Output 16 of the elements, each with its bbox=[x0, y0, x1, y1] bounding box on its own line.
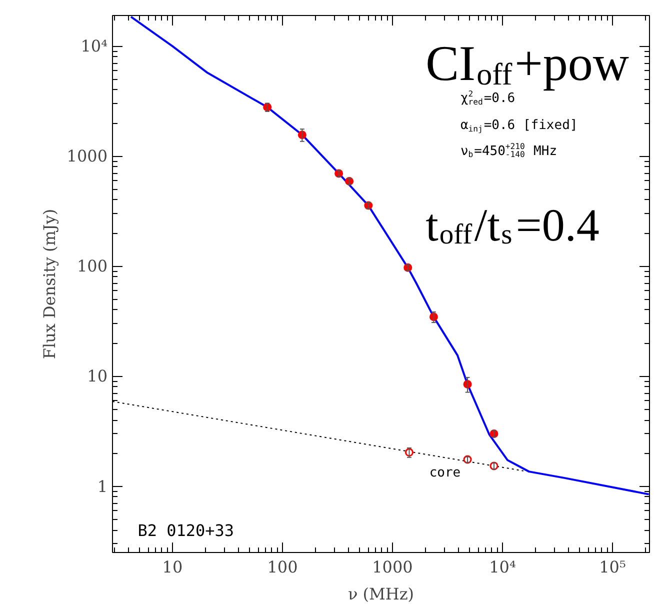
x-tick-label: 10⁵ bbox=[599, 558, 626, 576]
annotation: B2 0120+33 bbox=[138, 520, 234, 540]
y-tick-label: 1000 bbox=[66, 146, 108, 166]
y-tick-label: 1 bbox=[97, 476, 108, 496]
x-tick-label: 1000 bbox=[372, 558, 413, 576]
x-tick-label: 10 bbox=[162, 558, 183, 576]
annotation: core bbox=[429, 466, 461, 481]
annotation: toff/ts=0.4 bbox=[426, 199, 600, 251]
y-tick-label: 10 bbox=[87, 366, 108, 386]
x-axis-title: ν (MHz) bbox=[348, 584, 414, 604]
y-tick-label: 10⁴ bbox=[80, 36, 108, 56]
x-tick-label: 100 bbox=[267, 558, 298, 576]
y-tick-label: 100 bbox=[76, 256, 108, 276]
y-axis-title: Flux Density (mJy) bbox=[40, 208, 59, 360]
annotation: CIoff+pow bbox=[426, 34, 629, 92]
x-tick-label: 10⁴ bbox=[489, 558, 516, 576]
